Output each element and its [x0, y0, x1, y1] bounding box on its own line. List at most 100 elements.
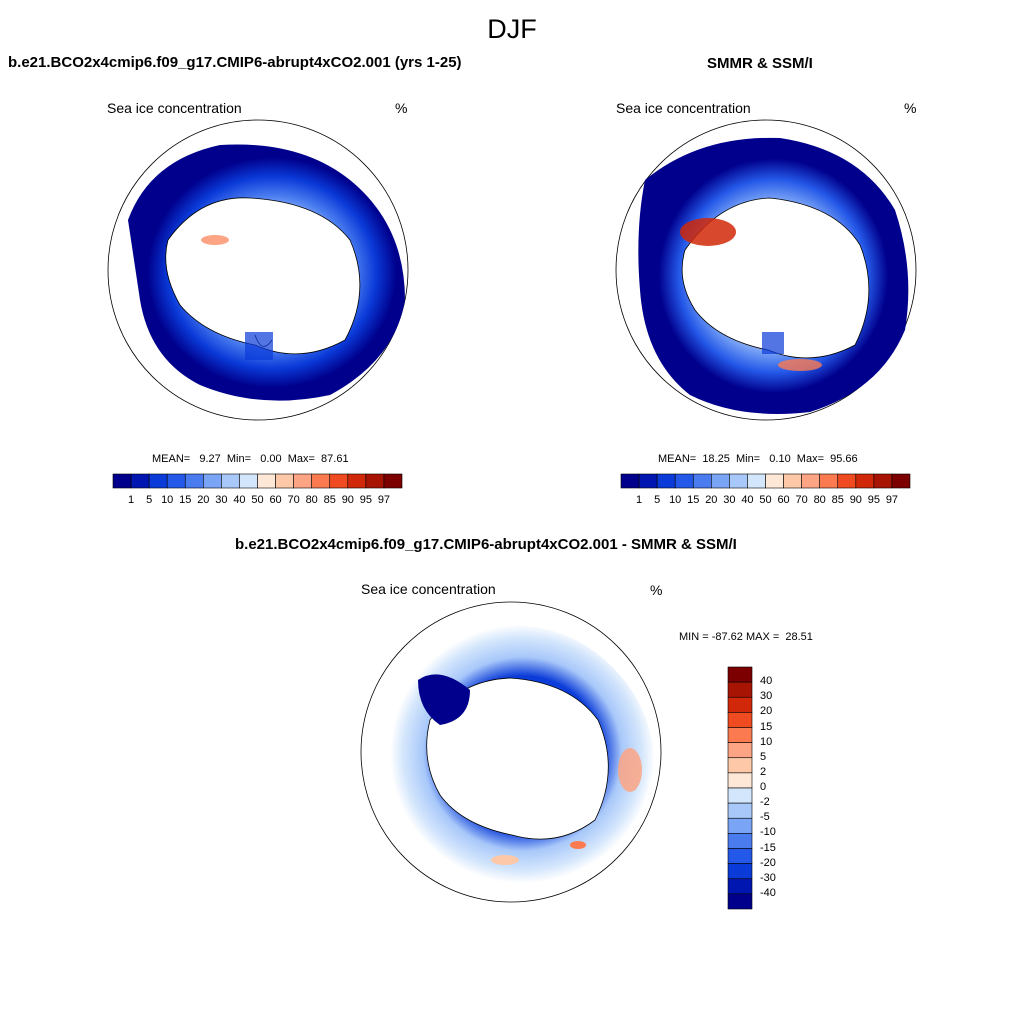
diff-colorbar-label: -15	[760, 841, 776, 854]
diff-colorbar-label: -2	[760, 796, 770, 809]
diff-colorbar-label: 20	[760, 705, 773, 718]
right-colorbar-swatch	[855, 473, 875, 489]
right-colorbar-swatch	[801, 473, 820, 489]
left-colorbar-swatch	[166, 473, 186, 489]
diff-panel-variable: Sea ice concentration	[361, 581, 496, 597]
right-colorbar-swatch	[620, 473, 640, 489]
left-colorbar-label: 60	[269, 494, 282, 506]
left-colorbar-label: 85	[323, 494, 336, 506]
right-panel-title: SMMR & SSM/I	[707, 55, 813, 72]
right-colorbar-label: 30	[723, 494, 736, 506]
diff-colorbar-label: -20	[760, 856, 776, 869]
left-colorbar-ticks: 1 5 10 15 20 30 40 50 60 70 80 85 90 95 97	[113, 494, 402, 508]
diff-colorbar-swatch	[727, 681, 753, 698]
right-colorbar-swatch	[873, 473, 893, 489]
right-colorbar-label: 85	[831, 494, 844, 506]
right-colorbar-label: 50	[759, 494, 772, 506]
left-colorbar-label: 70	[287, 494, 300, 506]
left-colorbar-swatch	[221, 473, 240, 489]
right-colorbar-label: 40	[741, 494, 754, 506]
right-colorbar-swatch	[765, 473, 784, 489]
right-colorbar-swatch	[783, 473, 802, 489]
left-colorbar-swatch	[112, 473, 132, 489]
diff-colorbar-label: 10	[760, 735, 773, 748]
left-colorbar-swatch	[329, 473, 349, 489]
right-colorbar-swatch	[729, 473, 748, 489]
right-colorbar-swatch	[837, 473, 857, 489]
left-colorbar-swatch	[311, 473, 331, 489]
right-panel-stats: MEAN= 18.25 Min= 0.10 Max= 95.66	[658, 453, 858, 465]
diff-panel-stats: MIN = -87.62 MAX = 28.51	[679, 631, 813, 643]
right-colorbar-label: 5	[654, 494, 661, 506]
diff-colorbar-swatch	[727, 802, 753, 819]
left-colorbar-label: 20	[197, 494, 210, 506]
right-colorbar-label: 60	[777, 494, 790, 506]
diff-colorbar	[727, 666, 753, 910]
left-panel-stats: MEAN= 9.27 Min= 0.00 Max= 87.61	[152, 453, 349, 465]
right-colorbar-swatch	[692, 473, 712, 489]
diff-colorbar-label: -10	[760, 826, 776, 839]
diff-panel-units: %	[650, 582, 663, 598]
right-sea-ice-field	[615, 119, 917, 421]
right-colorbar-swatch	[891, 473, 911, 489]
right-colorbar-label: 10	[669, 494, 682, 506]
left-colorbar-swatch	[203, 473, 222, 489]
right-panel-units: %	[904, 100, 917, 116]
left-colorbar-swatch	[275, 473, 294, 489]
diff-colorbar-swatch	[727, 893, 753, 910]
left-colorbar-label: 15	[179, 494, 192, 506]
right-colorbar-label: 90	[849, 494, 862, 506]
left-colorbar-swatch	[293, 473, 312, 489]
right-colorbar-label: 80	[813, 494, 826, 506]
diff-colorbar-label: -5	[760, 811, 770, 824]
left-colorbar-swatch	[239, 473, 258, 489]
left-colorbar-label: 97	[377, 494, 391, 506]
diff-colorbar-swatch	[727, 712, 753, 728]
left-colorbar-swatch	[148, 473, 168, 489]
left-colorbar-swatch	[347, 473, 367, 489]
diff-colorbar-label: 15	[760, 720, 773, 733]
left-panel-units: %	[395, 100, 408, 116]
right-colorbar-label: 97	[885, 494, 899, 506]
diff-colorbar-label: 40	[760, 675, 773, 688]
left-panel-title: b.e21.BCO2x4cmip6.f09_g17.CMIP6-abrupt4x…	[8, 54, 462, 71]
left-colorbar	[112, 473, 403, 489]
right-colorbar-swatch	[747, 473, 766, 489]
diff-colorbar-swatch	[727, 833, 753, 849]
left-colorbar-swatch	[257, 473, 276, 489]
left-panel-variable: Sea ice concentration	[107, 100, 242, 116]
right-colorbar-label: 20	[705, 494, 718, 506]
diff-colorbar-ticks: 40 30 20 15 10 5 2 0 -2 -5 -10 -15 -20 -30 -40	[758, 667, 798, 909]
left-colorbar-label: 95	[359, 494, 372, 506]
left-colorbar-swatch	[383, 473, 403, 489]
left-colorbar-swatch	[365, 473, 385, 489]
right-colorbar-swatch	[674, 473, 694, 489]
diff-colorbar-label: -30	[760, 871, 776, 884]
diff-sea-ice-field	[360, 601, 662, 903]
diff-colorbar-label: 2	[760, 765, 767, 778]
diff-colorbar-swatch	[727, 787, 753, 804]
left-sea-ice-field	[107, 119, 409, 421]
left-colorbar-label: 1	[128, 494, 135, 506]
diff-colorbar-swatch	[727, 817, 753, 834]
diff-colorbar-label: 0	[760, 781, 767, 793]
right-colorbar-swatch	[819, 473, 839, 489]
left-colorbar-label: 90	[341, 494, 354, 506]
diff-panel-title: b.e21.BCO2x4cmip6.f09_g17.CMIP6-abrupt4x…	[235, 536, 737, 553]
right-colorbar-label: 1	[636, 494, 643, 506]
right-colorbar-label: 70	[795, 494, 808, 506]
right-colorbar-label: 15	[687, 494, 700, 506]
diff-colorbar-label: 5	[760, 750, 767, 763]
diff-colorbar-swatch	[727, 863, 753, 880]
diff-colorbar-swatch	[727, 848, 753, 864]
right-colorbar-ticks: 1 5 10 15 20 30 40 50 60 70 80 85 90 95 97	[621, 494, 910, 508]
diff-colorbar-label: 30	[760, 690, 773, 703]
right-panel-variable: Sea ice concentration	[616, 100, 751, 116]
right-colorbar-swatch	[638, 473, 658, 489]
left-colorbar-label: 40	[233, 494, 246, 506]
figure-title: DJF	[487, 14, 537, 44]
diff-colorbar-swatch	[727, 742, 753, 759]
diff-colorbar-swatch	[727, 666, 753, 683]
left-colorbar-label: 30	[215, 494, 228, 506]
